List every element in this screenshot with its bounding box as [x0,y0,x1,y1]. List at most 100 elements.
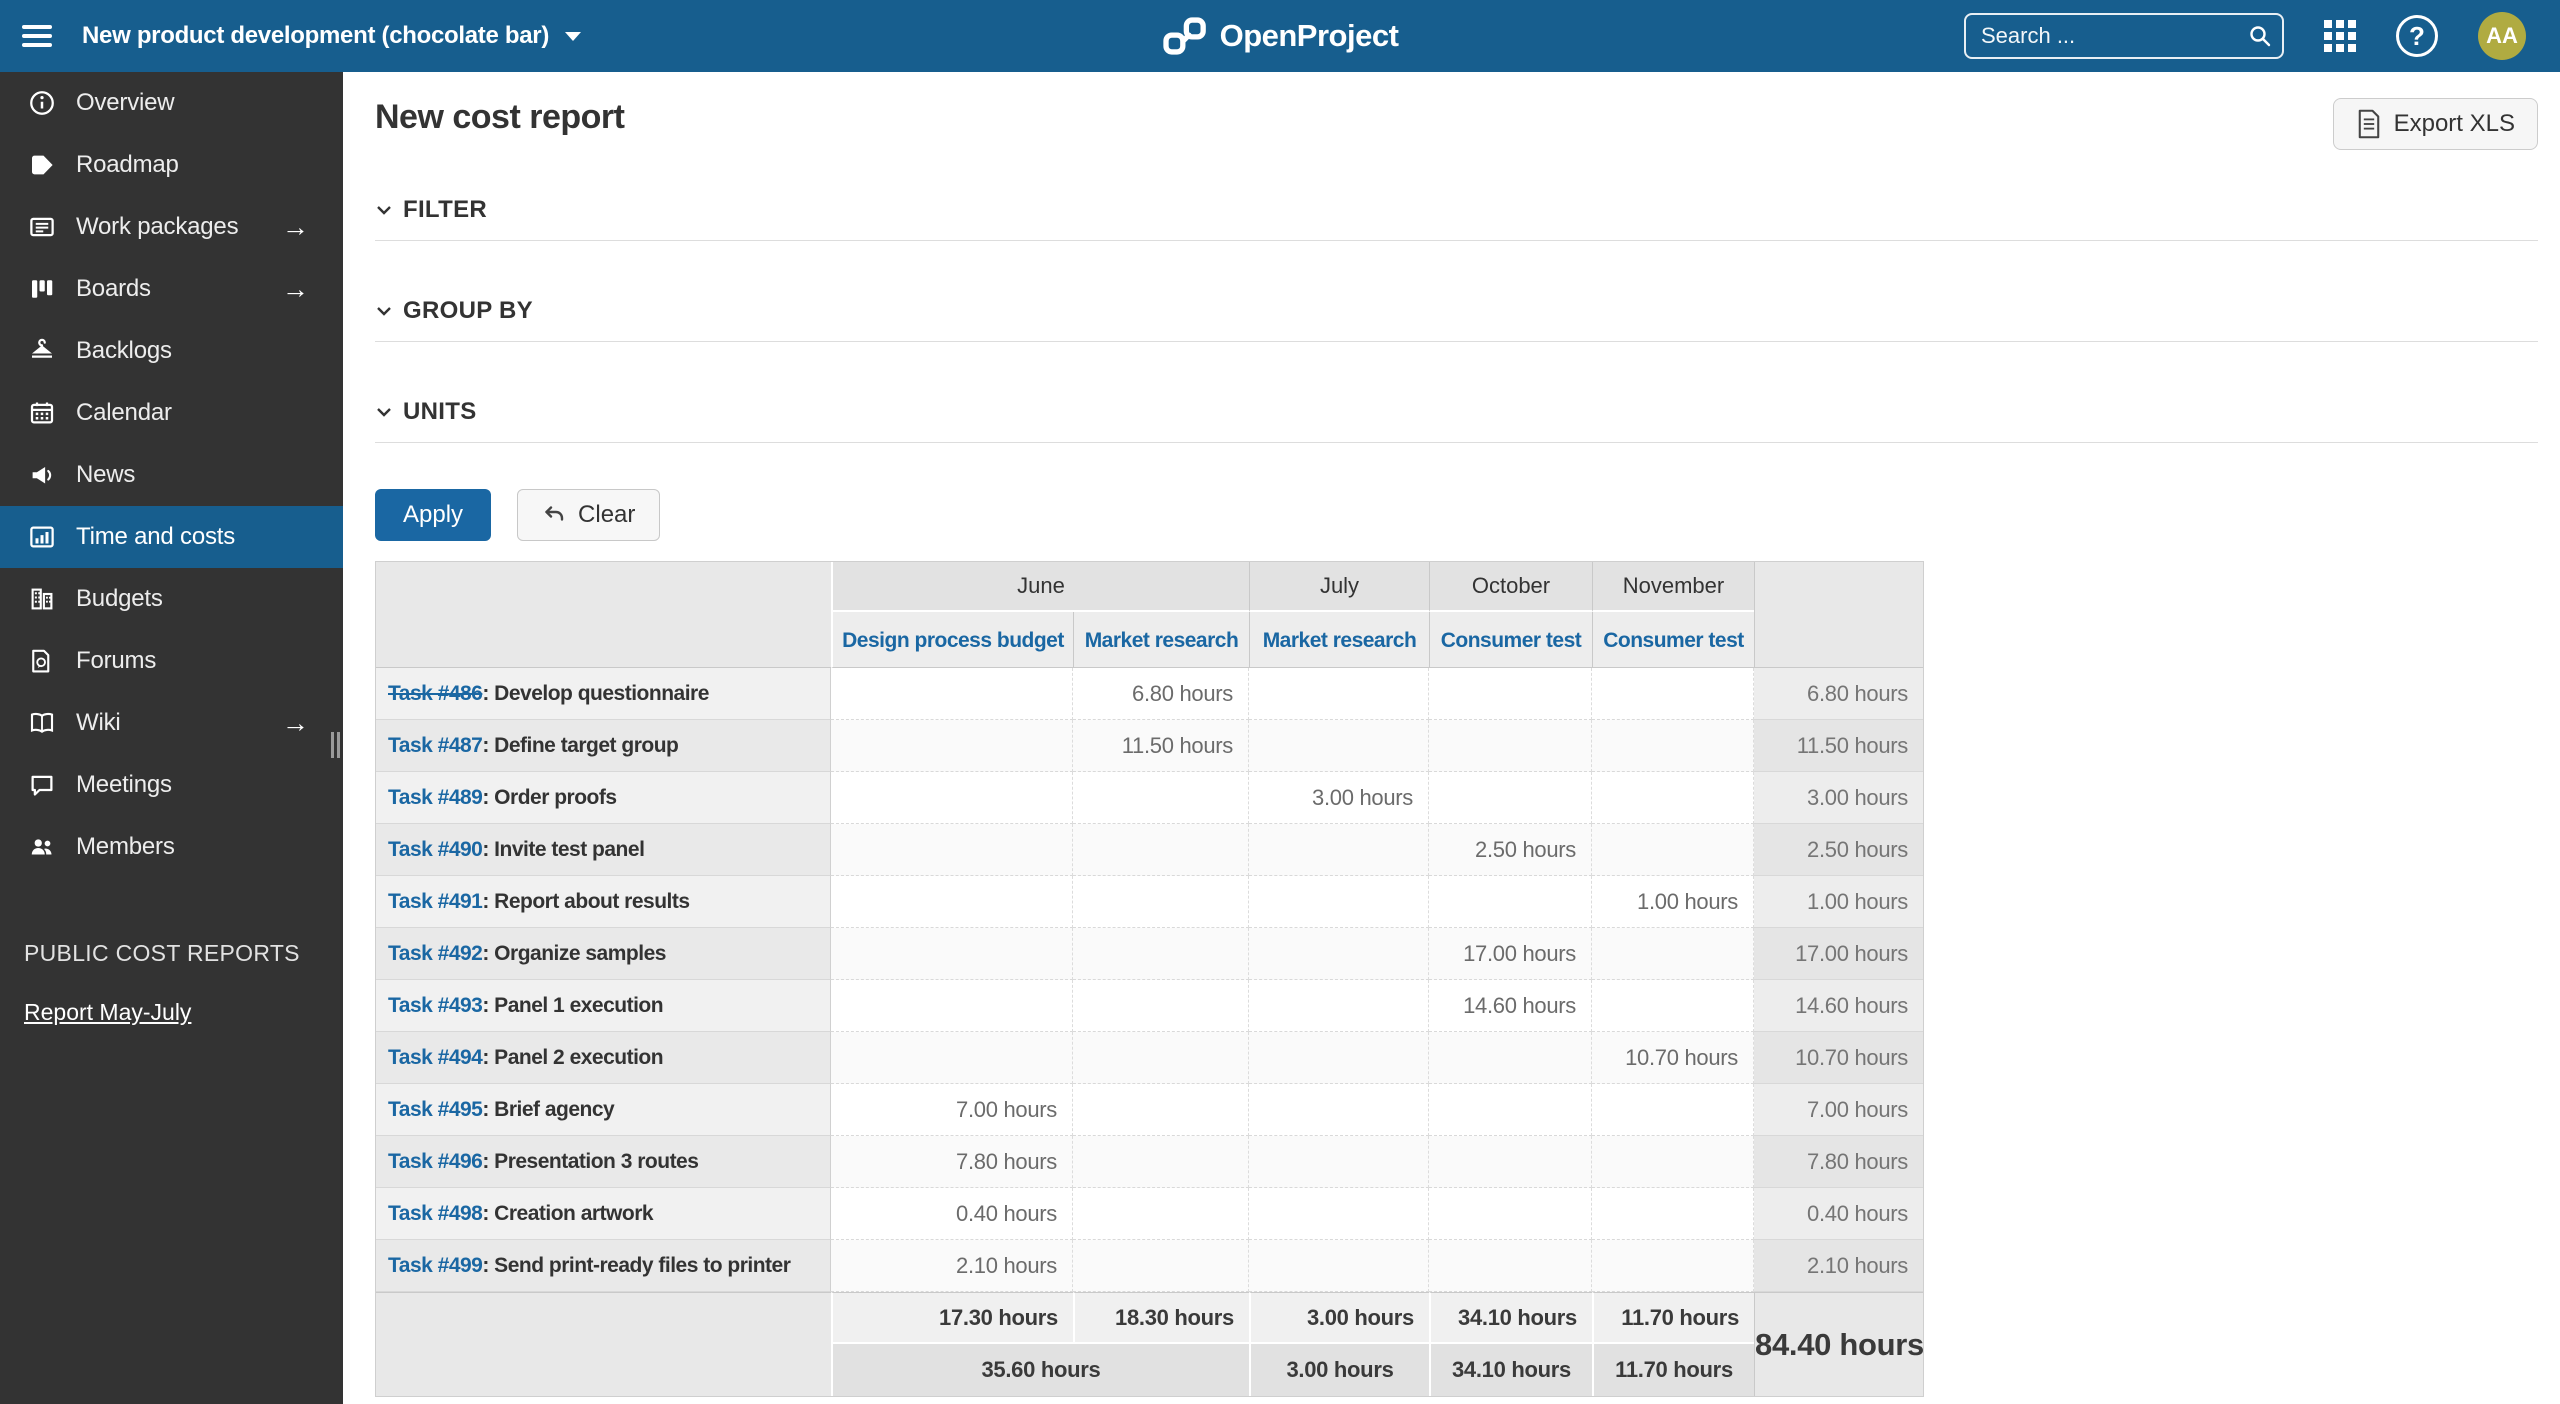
sidebar-item-work-packages[interactable]: Work packages → [0,196,343,258]
group-by-section: GROUP BY [375,297,2538,342]
hours-cell [1592,1240,1754,1292]
task-cell: Task #487: Define target group [376,720,831,772]
sidebar-item-backlogs[interactable]: Backlogs [0,320,343,382]
arrow-right-icon[interactable]: → [282,211,309,242]
task-link[interactable]: Task #486 [388,681,483,705]
hours-cell [1249,1240,1429,1292]
sidebar-item-members[interactable]: Members [0,816,343,878]
hours-cell [1073,876,1249,928]
footer-month-row: 35.60 hours 3.00 hours 34.10 hours 11.70… [376,1344,1923,1396]
footer-corner-cell [376,1292,831,1396]
arrow-right-icon[interactable]: → [282,273,309,304]
task-cell: Task #494: Panel 2 execution [376,1032,831,1084]
openproject-logo[interactable]: OpenProject [1162,0,1399,72]
project-switcher[interactable]: New product development (chocolate bar) [82,22,582,50]
column-total-cell: 34.10 hours [1429,1292,1592,1344]
task-description: : Presentation 3 routes [482,1149,699,1173]
month-total-cell: 35.60 hours [831,1344,1249,1396]
task-link[interactable]: Task #498 [388,1201,483,1225]
month-header: June [831,562,1249,612]
task-description: : Panel 2 execution [482,1045,664,1069]
corner-cell [1754,562,1923,668]
hours-cell [831,772,1073,824]
table-row: Task #487: Define target group 11.50 hour… [376,720,1923,772]
task-link[interactable]: Task #489 [388,785,483,809]
search-input[interactable] [1964,13,2284,59]
report-table-body: Task #486: Develop questionnaire 6.80 hou… [376,668,1923,1292]
units-section-toggle[interactable]: UNITS [375,398,2538,426]
sidebar-item-meetings[interactable]: Meetings [0,754,343,816]
sidebar-item-label: Boards [76,275,151,302]
sidebar-item-forums[interactable]: Forums [0,630,343,692]
calendar-icon [24,398,60,428]
filter-section-toggle[interactable]: FILTER [375,196,2538,224]
row-total-cell: 14.60 hours [1754,980,1923,1032]
table-row: Task #492: Organize samples 17.00 hours 17… [376,928,1923,980]
sidebar-item-label: Work packages [76,213,239,240]
sidebar-item-label: Meetings [76,771,172,798]
task-link[interactable]: Task #495 [388,1097,483,1121]
budgets-icon [24,584,60,614]
task-link[interactable]: Task #492 [388,941,483,965]
export-xls-button[interactable]: Export XLS [2332,98,2538,150]
sidebar-item-label: Overview [76,89,175,116]
month-total-cell: 34.10 hours [1429,1344,1592,1396]
month-header-row: June July October November [376,562,1923,668]
hours-cell [1429,1084,1592,1136]
arrow-right-icon[interactable]: → [282,707,309,738]
sidebar-item-calendar[interactable]: Calendar [0,382,343,444]
help-icon[interactable]: ? [2396,15,2438,57]
sidebar-item-label: Roadmap [76,151,179,178]
hours-cell [1249,720,1429,772]
work-packages-icon [24,212,60,242]
global-search [1964,13,2284,59]
sidebar-item-news[interactable]: News [0,444,343,506]
chevron-down-icon [377,307,391,316]
sidebar-resize-handle[interactable] [331,732,340,758]
task-link[interactable]: Task #499 [388,1253,483,1277]
hours-cell [1592,980,1754,1032]
info-icon [24,88,60,118]
sidebar-item-overview[interactable]: Overview [0,72,343,134]
hamburger-menu-icon[interactable] [22,25,52,47]
task-link[interactable]: Task #491 [388,889,483,913]
group-by-section-toggle[interactable]: GROUP BY [375,297,2538,325]
task-link[interactable]: Task #496 [388,1149,483,1173]
task-link[interactable]: Task #487 [388,733,483,757]
task-link[interactable]: Task #494 [388,1045,483,1069]
budget-column-link[interactable]: Design process budget [842,628,1064,652]
chevron-down-icon [377,206,391,215]
hours-cell [831,928,1073,980]
hours-cell: 17.00 hours [1429,928,1592,980]
sidebar-item-roadmap[interactable]: Roadmap [0,134,343,196]
column-total-cell: 3.00 hours [1249,1292,1429,1344]
avatar[interactable]: AA [2478,12,2526,60]
table-row: Task #496: Presentation 3 routes 7.80 hou… [376,1136,1923,1188]
openproject-logo-icon [1163,17,1206,55]
public-cost-reports-heading: PUBLIC COST REPORTS [24,940,300,966]
sidebar-item-boards[interactable]: Boards → [0,258,343,320]
budget-column-link[interactable]: Market research [1084,628,1239,652]
clear-button[interactable]: Clear [517,489,661,541]
task-description: : Define target group [482,733,679,757]
modules-grid-icon[interactable] [2324,20,2356,52]
sidebar-item-wiki[interactable]: Wiki → [0,692,343,754]
task-link[interactable]: Task #493 [388,993,483,1017]
hours-cell: 11.50 hours [1073,720,1249,772]
budget-column-link[interactable]: Market research [1262,628,1417,652]
search-icon[interactable] [2248,24,2272,48]
budget-column-link[interactable]: Consumer test [1440,628,1582,652]
sidebar: Overview Roadmap Work packages → [0,72,343,1404]
row-total-cell: 2.50 hours [1754,824,1923,876]
apply-button[interactable]: Apply [375,489,492,541]
hours-cell [1429,1136,1592,1188]
news-icon [24,460,60,490]
export-xls-label: Export XLS [2393,110,2515,137]
hours-cell: 7.80 hours [831,1136,1073,1188]
sidebar-item-time-and-costs[interactable]: Time and costs [0,506,343,568]
task-link[interactable]: Task #490 [388,837,483,861]
report-may-july-link[interactable]: Report May-July [24,999,192,1025]
hours-cell [1073,772,1249,824]
budget-column-link[interactable]: Consumer test [1603,628,1744,652]
sidebar-item-budgets[interactable]: Budgets [0,568,343,630]
